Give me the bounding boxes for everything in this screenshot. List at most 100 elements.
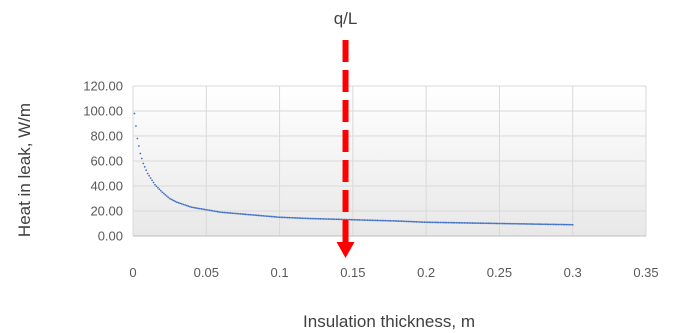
data-point xyxy=(533,223,536,225)
data-point xyxy=(218,211,221,213)
data-point xyxy=(224,211,227,214)
data-point xyxy=(387,219,390,222)
data-point xyxy=(213,210,216,213)
data-point xyxy=(378,219,380,222)
data-point xyxy=(358,219,361,221)
data-point xyxy=(265,215,268,218)
x-tick-label: 0.05 xyxy=(194,265,219,280)
data-point xyxy=(426,221,429,224)
data-point xyxy=(275,216,278,218)
data-point xyxy=(458,221,461,224)
data-point xyxy=(417,221,419,223)
data-point xyxy=(208,209,211,212)
data-point xyxy=(508,222,510,225)
data-point xyxy=(283,216,286,219)
data-point xyxy=(262,214,265,217)
data-point xyxy=(568,223,571,226)
data-point xyxy=(350,218,353,221)
annotation-arrow-head xyxy=(336,242,355,258)
data-point xyxy=(465,222,467,224)
data-point xyxy=(348,218,351,221)
data-point xyxy=(176,201,178,204)
data-point xyxy=(340,218,343,221)
data-point xyxy=(247,213,250,216)
data-point xyxy=(384,219,387,222)
data-point xyxy=(509,222,512,225)
data-point xyxy=(476,222,479,225)
data-point xyxy=(210,209,213,212)
data-point xyxy=(433,221,436,224)
data-point xyxy=(428,221,431,224)
data-point xyxy=(442,221,445,224)
data-point xyxy=(200,208,203,210)
data-point xyxy=(560,223,563,226)
data-point xyxy=(171,199,174,201)
data-point xyxy=(430,221,432,224)
data-point xyxy=(495,222,498,225)
data-point xyxy=(436,221,439,224)
data-point xyxy=(546,223,549,226)
data-point xyxy=(418,221,421,223)
grid-lines-horizontal xyxy=(133,85,646,212)
data-point xyxy=(437,221,440,224)
data-point xyxy=(158,188,161,191)
data-point xyxy=(360,219,362,221)
data-point xyxy=(386,219,388,222)
data-point xyxy=(325,218,328,220)
data-point xyxy=(184,204,187,206)
data-point xyxy=(528,223,531,225)
data-point xyxy=(264,215,266,217)
data-point xyxy=(479,222,482,225)
data-point xyxy=(520,222,523,225)
data-point xyxy=(512,222,515,225)
data-point xyxy=(198,207,201,210)
data-point xyxy=(373,219,375,222)
data-point xyxy=(140,157,143,160)
data-point xyxy=(445,221,448,224)
data-point xyxy=(487,222,490,225)
data-point xyxy=(485,222,488,225)
data-point xyxy=(441,221,443,224)
data-point xyxy=(421,221,424,224)
y-tick-label: 0.00 xyxy=(98,229,123,244)
data-point xyxy=(285,216,287,219)
x-tick-label: 0 xyxy=(129,265,136,280)
data-point xyxy=(447,221,450,224)
data-point xyxy=(474,222,477,224)
data-point xyxy=(277,216,279,219)
data-point xyxy=(500,222,502,225)
data-point xyxy=(392,220,395,222)
data-point xyxy=(338,218,341,221)
data-point xyxy=(211,209,214,212)
data-point xyxy=(226,211,229,214)
data-point xyxy=(197,207,200,210)
x-axis-title: Insulation thickness, m xyxy=(303,312,475,331)
data-point xyxy=(371,219,374,222)
data-point xyxy=(173,199,175,202)
data-point xyxy=(506,222,509,225)
data-point xyxy=(517,222,520,225)
data-point xyxy=(413,220,416,223)
data-point xyxy=(490,222,493,225)
q-over-l-annotation: q/L xyxy=(334,9,357,258)
data-point xyxy=(145,169,148,172)
data-point xyxy=(152,181,155,184)
data-point xyxy=(311,217,314,220)
data-point xyxy=(236,212,239,215)
data-point xyxy=(205,208,208,211)
y-axis-title: Heat in leak, W/m xyxy=(15,103,34,237)
data-point xyxy=(322,218,325,220)
data-point xyxy=(228,212,230,214)
data-point xyxy=(189,205,191,208)
data-point xyxy=(527,223,530,225)
data-point xyxy=(241,213,244,215)
data-point xyxy=(395,220,398,222)
data-point xyxy=(488,222,491,225)
data-point xyxy=(450,221,453,224)
data-point xyxy=(244,213,247,216)
data-point xyxy=(493,222,496,225)
data-point xyxy=(136,137,139,140)
data-point xyxy=(538,223,541,226)
data-point xyxy=(215,210,217,213)
data-point xyxy=(408,220,411,223)
